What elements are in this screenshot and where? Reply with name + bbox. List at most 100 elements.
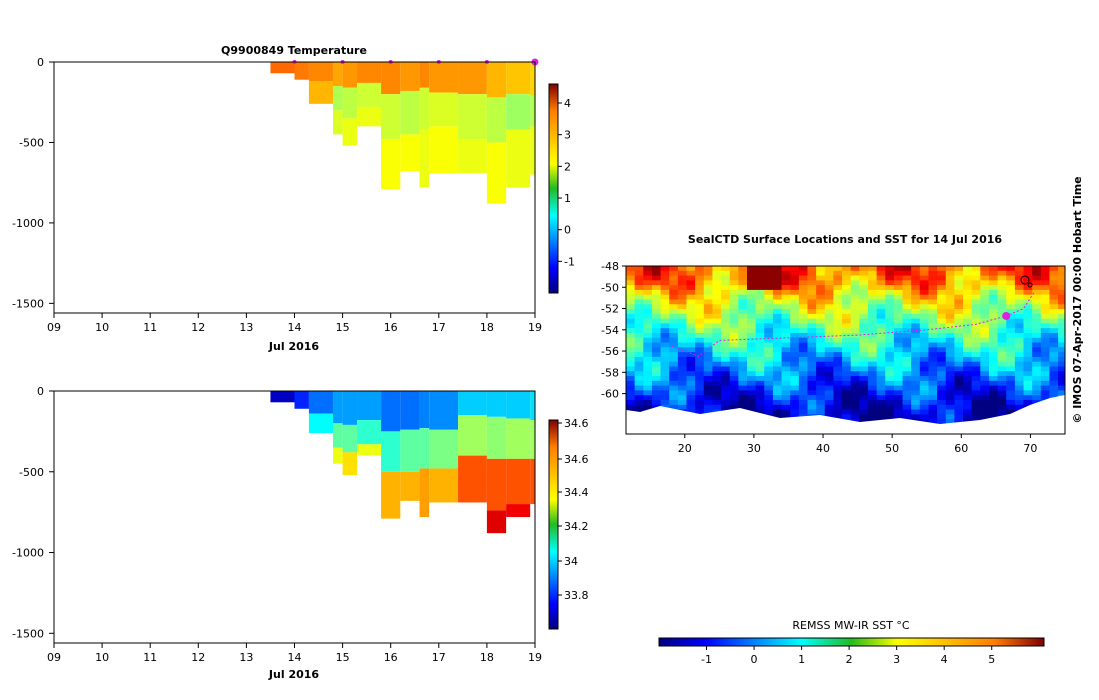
sst-cell (919, 318, 930, 325)
sst-cell (833, 337, 843, 344)
sst-cell (738, 371, 748, 377)
sst-cell (634, 318, 645, 325)
sst-cell (798, 356, 809, 363)
sst-cell (686, 395, 696, 401)
sst-cell (980, 289, 990, 296)
map-frame (625, 265, 1066, 435)
salinity-cell (332, 391, 343, 424)
sst-cell (963, 323, 973, 330)
sst-cell (790, 366, 800, 373)
sst-cell (660, 285, 671, 291)
sst-cell (859, 332, 869, 339)
sst-cell (876, 352, 887, 358)
temperature-cell (308, 81, 333, 104)
sst-cell (859, 342, 869, 349)
salinity-cell (270, 391, 295, 403)
sst-cell (1058, 371, 1065, 377)
sst-cell (772, 342, 783, 349)
sst-cell (1032, 323, 1042, 330)
sst-cell (651, 342, 662, 349)
sst-cell (945, 318, 956, 325)
sst-cell (919, 361, 930, 368)
sst-cell (729, 390, 740, 396)
sst-cell (643, 280, 653, 286)
sst-cell (755, 285, 766, 291)
sst-cell (928, 285, 938, 291)
sst-cell (1006, 332, 1016, 339)
sst-cell (1006, 313, 1016, 320)
sst-cell (928, 395, 938, 401)
temperature-cell (429, 92, 459, 127)
sst-cell (971, 332, 982, 339)
sst-cell (980, 309, 990, 315)
sst-cell (885, 376, 895, 382)
sst-cell (703, 376, 714, 382)
sst-cell (1040, 313, 1051, 320)
sst-cell (842, 318, 852, 325)
sst-cell (626, 294, 636, 301)
sst-cell (764, 337, 774, 344)
sst-cell (885, 414, 895, 420)
sst-cell (954, 356, 964, 363)
sst-cell (1006, 328, 1016, 334)
sst-cell (721, 299, 731, 306)
sst-cell (721, 390, 731, 396)
sst-cell (1049, 299, 1059, 306)
sst-cell (937, 266, 947, 272)
sst-cell (859, 409, 869, 416)
sst-cell (781, 318, 791, 325)
sst-cell (712, 361, 722, 368)
sst-cell (634, 347, 645, 353)
sst-cell (1032, 266, 1042, 272)
sst-cell (1023, 337, 1033, 344)
sst-cell (816, 385, 826, 392)
sst-cell (885, 275, 895, 282)
sst-cell (695, 366, 705, 373)
sst-cell (686, 285, 696, 291)
sst-cell (954, 409, 964, 416)
sst-cell (911, 304, 921, 310)
salinity-cell (342, 391, 358, 425)
sst-cell (1040, 342, 1051, 349)
sst-cell (885, 299, 895, 306)
sst-cell (781, 304, 791, 310)
sst-cell (626, 376, 636, 382)
sst-cell (945, 304, 956, 310)
sst-cell (971, 361, 982, 368)
sst-cell (893, 414, 904, 420)
sst-cell (634, 366, 645, 373)
sst-cell (746, 399, 757, 406)
sst-cell (867, 352, 878, 358)
sst-cell (1040, 390, 1051, 396)
sst-cell (893, 332, 904, 339)
sst-cell (729, 356, 740, 363)
sst-cell (816, 294, 826, 301)
sst-cell (626, 352, 636, 358)
sst-cell (850, 299, 861, 306)
sst-cell (893, 323, 904, 330)
sst-cell (686, 266, 696, 272)
sst-cell (859, 289, 869, 296)
temperature-cell (294, 62, 309, 80)
sst-cell (798, 285, 809, 291)
sst-cell (902, 356, 912, 363)
sst-cell (703, 266, 714, 272)
sst-cell (885, 318, 895, 325)
sst-cell (721, 347, 731, 353)
sst-cell (833, 376, 843, 382)
sst-cell (1032, 352, 1042, 358)
sst-cell (677, 294, 688, 301)
sst-cell (660, 347, 671, 353)
sst-cell (1014, 299, 1025, 306)
sst-cell (626, 371, 636, 377)
sst-cell (703, 385, 714, 392)
temperature-cell (486, 142, 507, 204)
sst-colorbar-ticks: -1 0 1 2 3 4 5 (701, 646, 995, 666)
sst-cell (850, 371, 861, 377)
sst-cell (703, 395, 714, 401)
sst-cell (911, 347, 921, 353)
sst-cell (738, 352, 748, 358)
temperature-cell (308, 62, 333, 82)
sst-cell (669, 280, 679, 286)
temperature-cell (357, 62, 382, 83)
